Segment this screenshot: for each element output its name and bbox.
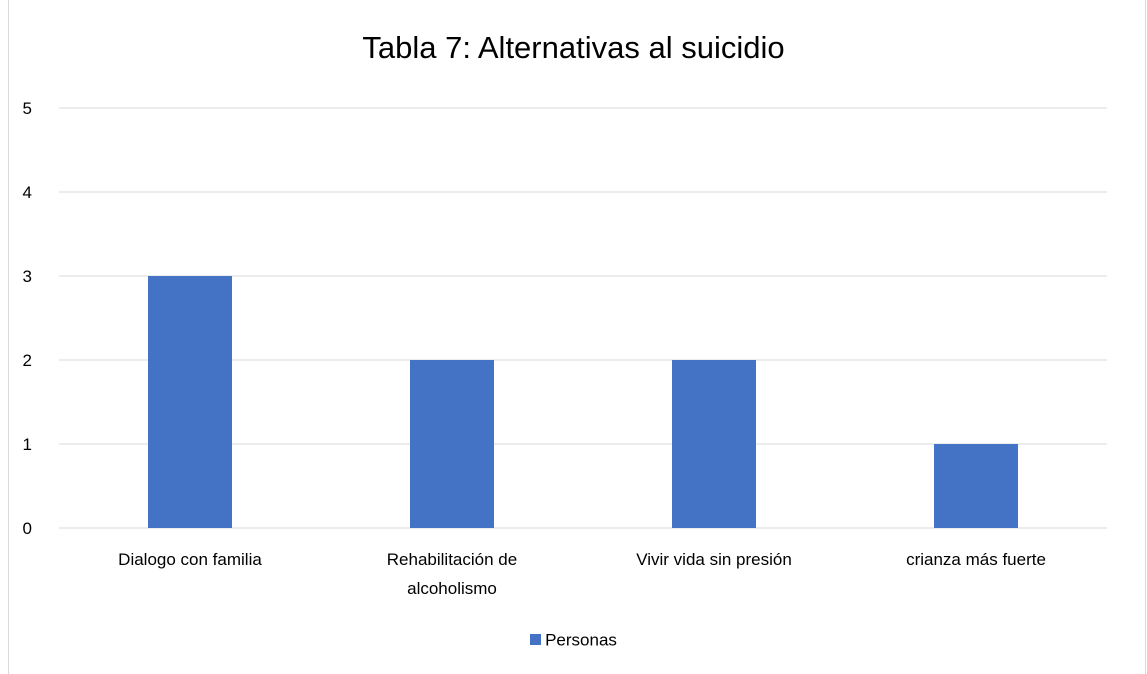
- x-tick-label: Vivir vida sin presión: [636, 550, 792, 569]
- y-tick-label: 2: [23, 351, 32, 370]
- y-tick-label: 4: [23, 183, 32, 202]
- x-tick-label: alcoholismo: [407, 579, 497, 598]
- y-tick-label: 3: [23, 267, 32, 286]
- chart-title: Tabla 7: Alternativas al suicidio: [362, 30, 785, 65]
- y-tick-label: 5: [23, 99, 32, 118]
- y-tick-label: 1: [23, 435, 32, 454]
- legend-label: Personas: [545, 630, 617, 650]
- bar: [148, 276, 232, 528]
- x-tick-label: crianza más fuerte: [906, 550, 1046, 569]
- x-tick-label: Dialogo con familia: [118, 550, 262, 569]
- x-tick-label: Rehabilitación de: [387, 550, 517, 569]
- legend-swatch: [530, 634, 542, 646]
- bar: [672, 360, 756, 528]
- bar: [410, 360, 494, 528]
- y-tick-label: 0: [23, 519, 32, 538]
- bar: [934, 444, 1018, 528]
- legend: Personas: [0, 630, 1147, 651]
